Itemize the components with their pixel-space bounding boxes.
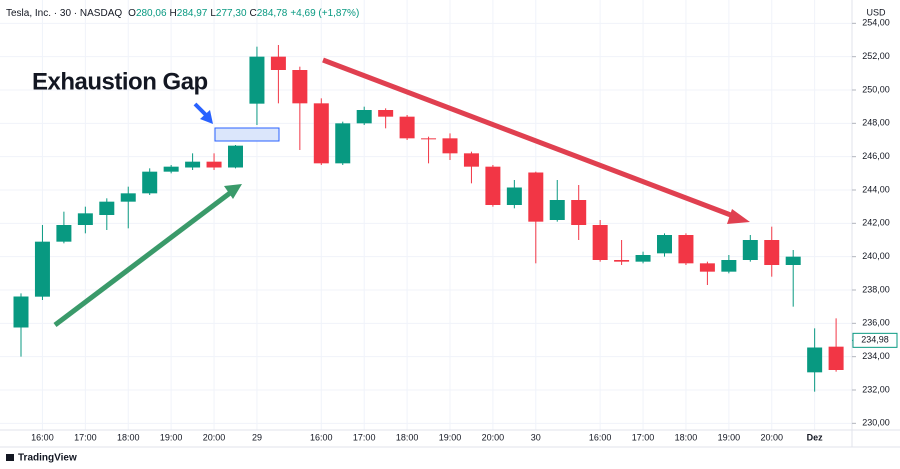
candle-body <box>13 296 29 328</box>
y-tick-label: 236,00 <box>862 318 890 328</box>
ohlc-value: 284,97 <box>177 8 208 19</box>
change: +4,69 (+1,87%) <box>290 8 359 19</box>
ohlc-key: O <box>128 8 136 19</box>
x-tick-label: 30 <box>531 432 541 442</box>
x-tick-label: 18:00 <box>117 432 140 442</box>
candle-body <box>699 263 715 272</box>
candle-body <box>313 103 329 164</box>
brand: TradingView <box>18 453 77 464</box>
x-tick-label: 18:00 <box>675 432 698 442</box>
x-tick-label: 18:00 <box>396 432 419 442</box>
candle-body <box>335 123 351 164</box>
last-price-tag <box>852 332 898 348</box>
down-trend-arrow-head <box>727 209 750 224</box>
x-tick-label: 20:00 <box>482 432 505 442</box>
x-tick-label: 19:00 <box>718 432 741 442</box>
y-tick-label: 244,00 <box>862 184 890 194</box>
candle-body <box>120 193 136 202</box>
y-tick-label: 250,00 <box>862 84 890 94</box>
y-tick-label: 230,00 <box>862 418 890 428</box>
candle-body <box>592 225 608 260</box>
candle-body <box>635 255 651 262</box>
y-tick-label: 246,00 <box>862 151 890 161</box>
candle-body <box>571 200 587 225</box>
candle-body <box>742 240 758 260</box>
candle-body <box>399 116 415 139</box>
candle-body <box>442 138 458 154</box>
annotation-label: Exhaustion Gap <box>32 68 208 95</box>
candle-body <box>657 235 672 254</box>
ohlc-value: 284,78 <box>257 8 288 19</box>
up-trend-arrow-head <box>224 184 242 199</box>
candle-body <box>378 110 394 117</box>
candle-body <box>785 256 801 265</box>
candle-body <box>485 166 501 205</box>
candle-body <box>142 171 158 194</box>
y-tick-label: 234,00 <box>862 351 890 361</box>
up-trend-arrow <box>53 191 232 327</box>
candle-body <box>228 145 243 168</box>
candle-body <box>249 56 265 104</box>
gap-box <box>214 127 280 142</box>
candle-body <box>678 235 694 264</box>
y-tick-label: 240,00 <box>862 251 890 261</box>
x-tick-label: Dez <box>807 432 824 442</box>
candle-body <box>185 161 201 168</box>
x-tick-label: 20:00 <box>203 432 226 442</box>
ohlc-key: C <box>250 8 257 19</box>
candle-body <box>56 225 72 242</box>
candle-body <box>549 200 565 220</box>
candle-body <box>99 201 115 215</box>
candle-body <box>764 240 780 265</box>
x-tick-label: 16:00 <box>589 432 612 442</box>
candle-body <box>34 241 50 297</box>
candle-body <box>807 347 823 373</box>
candle-body <box>270 56 286 70</box>
x-tick-label: 20:00 <box>760 432 783 442</box>
y-tick-label: 242,00 <box>862 218 890 228</box>
currency: USD <box>866 7 886 17</box>
candle-body <box>292 70 308 104</box>
x-tick-label: 16:00 <box>31 432 54 442</box>
candles <box>13 45 844 392</box>
y-tick-label: 232,00 <box>862 384 890 394</box>
y-tick-label: 254,00 <box>862 18 890 28</box>
ohlc-value: 280,06 <box>136 8 167 19</box>
x-tick-label: 17:00 <box>632 432 655 442</box>
x-tick-label: 19:00 <box>160 432 183 442</box>
candle-body <box>828 346 844 370</box>
candle-body <box>421 138 437 140</box>
x-tick-label: 17:00 <box>353 432 376 442</box>
candle-body <box>206 161 222 168</box>
ohlc-value: 277,30 <box>216 8 247 19</box>
candle-body <box>463 153 479 167</box>
candle-body <box>506 187 522 205</box>
ohlc-key: H <box>170 8 177 19</box>
x-tick-label: 29 <box>252 432 262 442</box>
candle-body <box>77 213 93 225</box>
candle-body <box>356 110 372 124</box>
ohlc-key: L <box>210 8 216 19</box>
candle-body <box>528 172 544 222</box>
legend-header: Tesla, Inc. · 30 · NASDAQ O280,06 H284,97 L… <box>6 8 359 19</box>
y-tick-label: 252,00 <box>862 51 890 61</box>
y-tick-label: 248,00 <box>862 118 890 128</box>
brand-logo <box>6 454 14 461</box>
down-trend-arrow <box>322 57 737 220</box>
symbol: Tesla, Inc. · 30 · NASDAQ <box>6 8 122 19</box>
last-price-label: 234,98 <box>861 335 889 345</box>
candle-body <box>163 166 179 172</box>
x-tick-label: 19:00 <box>439 432 462 442</box>
y-tick-label: 238,00 <box>862 284 890 294</box>
candle-body <box>721 260 737 272</box>
candle-body <box>614 260 630 262</box>
x-tick-label: 16:00 <box>310 432 333 442</box>
gap-arrow-head <box>200 110 213 124</box>
x-tick-label: 17:00 <box>74 432 97 442</box>
